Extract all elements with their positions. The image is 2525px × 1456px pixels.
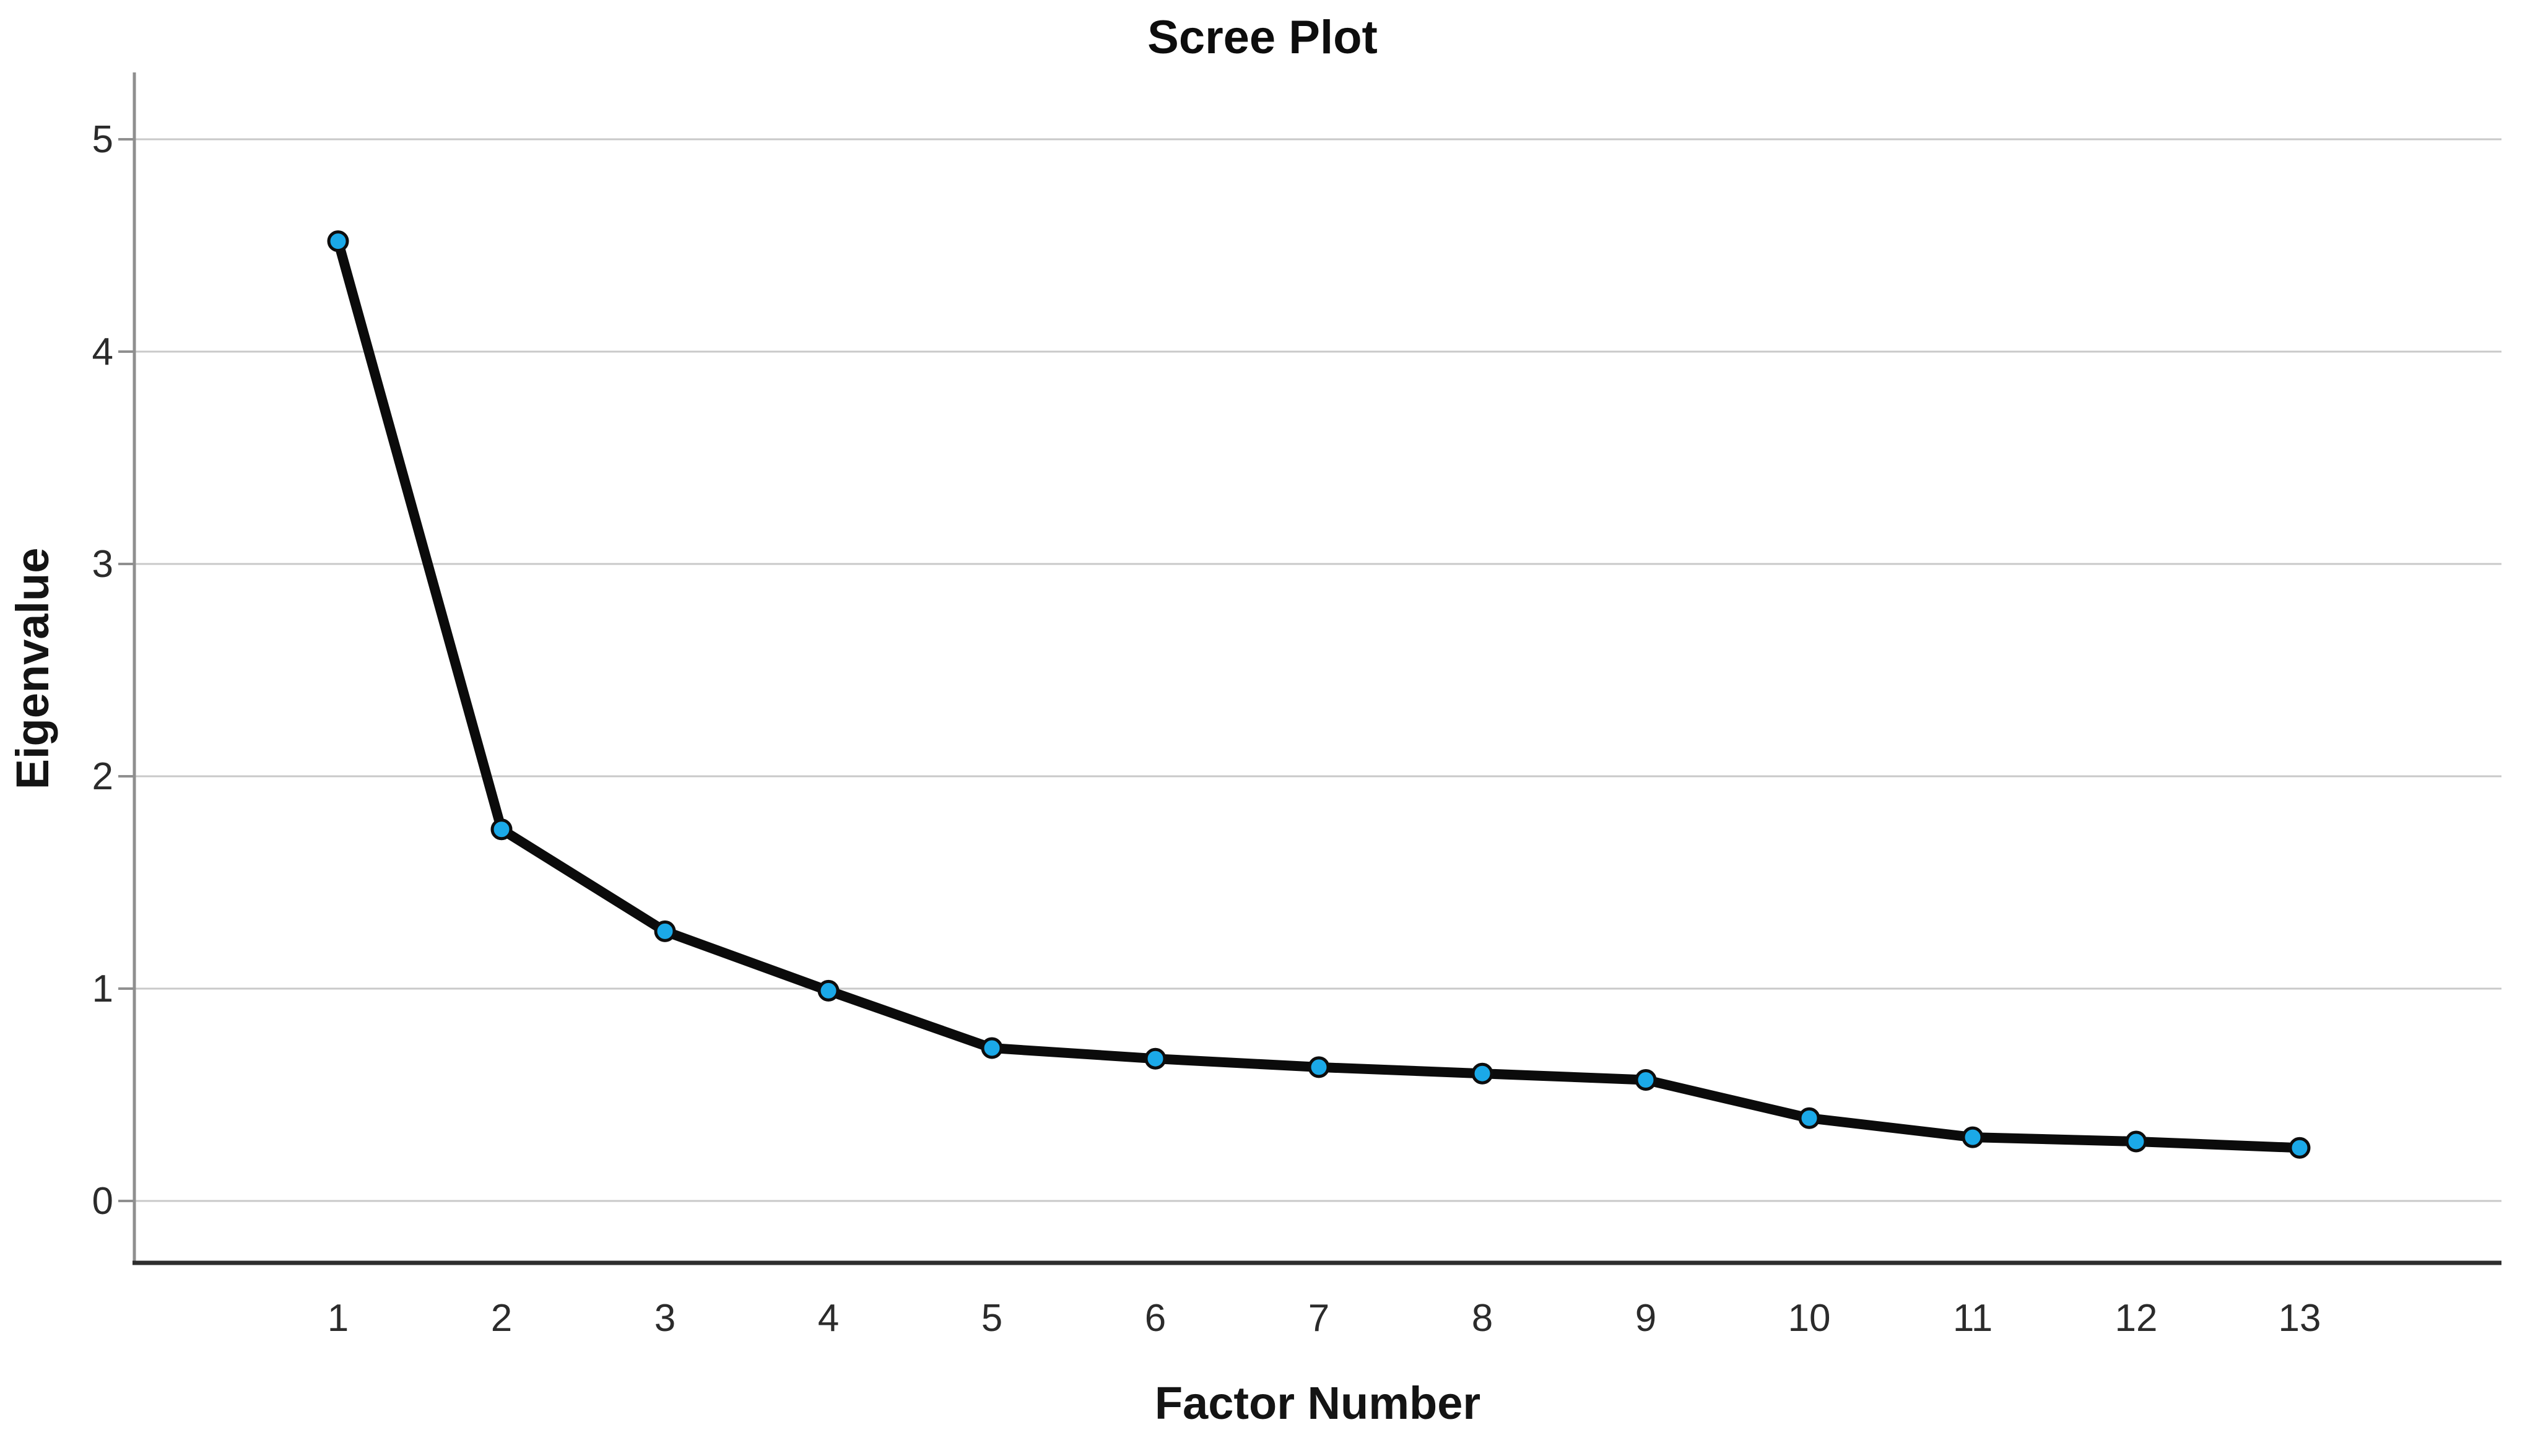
y-tick-label: 4 bbox=[92, 331, 113, 373]
data-point-marker bbox=[2288, 1137, 2311, 1159]
y-tick-group bbox=[118, 138, 134, 1202]
x-tick-label: 4 bbox=[818, 1297, 839, 1340]
data-point-marker bbox=[327, 230, 349, 253]
x-tick-label: 10 bbox=[1788, 1297, 1831, 1340]
y-tick-label: 2 bbox=[92, 755, 113, 798]
data-point-marker bbox=[490, 818, 513, 841]
y-tick-label: 5 bbox=[92, 118, 113, 161]
y-tick-label: 0 bbox=[92, 1180, 113, 1223]
series-line bbox=[333, 236, 2305, 1153]
data-point-marker bbox=[1962, 1126, 1984, 1148]
x-tick-label: 1 bbox=[328, 1297, 349, 1340]
x-tick-label: 3 bbox=[654, 1297, 676, 1340]
x-tick-label: 2 bbox=[491, 1297, 512, 1340]
x-tick-label: 5 bbox=[981, 1297, 1002, 1340]
x-tick-label: 8 bbox=[1472, 1297, 1493, 1340]
x-axis-label: Factor Number bbox=[1155, 1377, 1480, 1429]
data-point-marker bbox=[2125, 1130, 2147, 1153]
chart-title: Scree Plot bbox=[1147, 11, 1378, 64]
x-tick-label-group: 1 2 3 4 5 6 7 8 9 10 11 12 13 bbox=[328, 1297, 2321, 1340]
data-point-marker bbox=[981, 1037, 1003, 1059]
y-axis-label: Eigenvalue bbox=[7, 548, 58, 790]
x-tick-label: 7 bbox=[1308, 1297, 1329, 1340]
data-point-marker bbox=[1635, 1068, 1657, 1091]
data-point-marker bbox=[654, 920, 676, 942]
x-tick-label: 9 bbox=[1635, 1297, 1656, 1340]
y-tick-label: 3 bbox=[92, 543, 113, 586]
data-point-marker bbox=[1471, 1062, 1493, 1085]
x-tick-label: 6 bbox=[1145, 1297, 1166, 1340]
y-tick-label: 1 bbox=[92, 968, 113, 1010]
x-tick-label: 12 bbox=[2115, 1297, 2158, 1340]
data-point-marker bbox=[1144, 1047, 1167, 1070]
marker-group bbox=[327, 230, 2311, 1159]
data-point-marker bbox=[1308, 1056, 1330, 1078]
data-point-marker bbox=[1798, 1107, 1820, 1129]
y-tick-label-group: 0 1 2 3 4 5 bbox=[92, 118, 113, 1223]
data-point-marker bbox=[817, 979, 840, 1002]
gridline-group bbox=[134, 138, 2501, 1202]
x-tick-label: 11 bbox=[1953, 1297, 1993, 1340]
x-tick-label: 13 bbox=[2279, 1297, 2321, 1340]
